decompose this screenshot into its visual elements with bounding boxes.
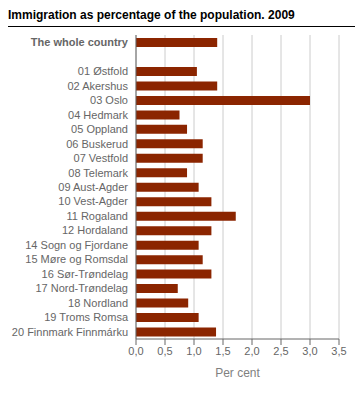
svg-text:17 Nord-Trøndelag: 17 Nord-Trøndelag xyxy=(35,282,128,294)
svg-text:18 Nordland: 18 Nordland xyxy=(68,297,128,309)
svg-text:16 Sør-Trøndelag: 16 Sør-Trøndelag xyxy=(42,268,128,280)
svg-text:03 Oslo: 03 Oslo xyxy=(90,94,128,106)
svg-text:The whole country: The whole country xyxy=(31,36,129,48)
svg-text:3,5: 3,5 xyxy=(331,345,346,357)
svg-text:09 Aust-Agder: 09 Aust-Agder xyxy=(58,181,128,193)
svg-text:05 Oppland: 05 Oppland xyxy=(71,123,128,135)
svg-text:07 Vestfold: 07 Vestfold xyxy=(74,152,128,164)
svg-text:20 Finnmark Finnmárku: 20 Finnmark Finnmárku xyxy=(12,326,128,338)
svg-text:0,5: 0,5 xyxy=(157,345,172,357)
svg-text:0,0: 0,0 xyxy=(128,345,143,357)
svg-text:15 Møre og Romsdal: 15 Møre og Romsdal xyxy=(25,253,128,265)
svg-text:2,5: 2,5 xyxy=(273,345,288,357)
svg-text:04 Hedmark: 04 Hedmark xyxy=(68,109,128,121)
svg-text:1,0: 1,0 xyxy=(186,345,201,357)
svg-text:02 Akershus: 02 Akershus xyxy=(67,80,128,92)
svg-text:12 Hordaland: 12 Hordaland xyxy=(62,224,128,236)
svg-text:2,0: 2,0 xyxy=(244,345,259,357)
svg-text:14 Sogn og Fjordane: 14 Sogn og Fjordane xyxy=(25,239,128,251)
svg-text:06 Buskerud: 06 Buskerud xyxy=(66,138,128,150)
html-text:Immigration as percentage of t: Immigration as percentage of the populat… xyxy=(8,8,295,22)
svg-text:08 Telemark: 08 Telemark xyxy=(68,167,128,179)
svg-text:19 Troms Romsa: 19 Troms Romsa xyxy=(44,311,129,323)
svg-text:11 Rogaland: 11 Rogaland xyxy=(66,210,128,222)
svg-text:Per cent: Per cent xyxy=(215,366,260,380)
svg-text:10 Vest-Agder: 10 Vest-Agder xyxy=(58,195,128,207)
svg-text:1,5: 1,5 xyxy=(215,345,230,357)
svg-text:3,0: 3,0 xyxy=(302,345,317,357)
svg-text:01 Østfold: 01 Østfold xyxy=(78,65,128,77)
